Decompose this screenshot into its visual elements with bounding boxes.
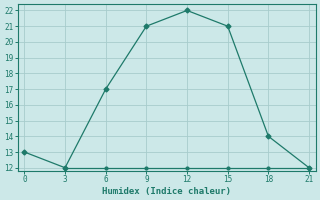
X-axis label: Humidex (Indice chaleur): Humidex (Indice chaleur): [102, 187, 231, 196]
